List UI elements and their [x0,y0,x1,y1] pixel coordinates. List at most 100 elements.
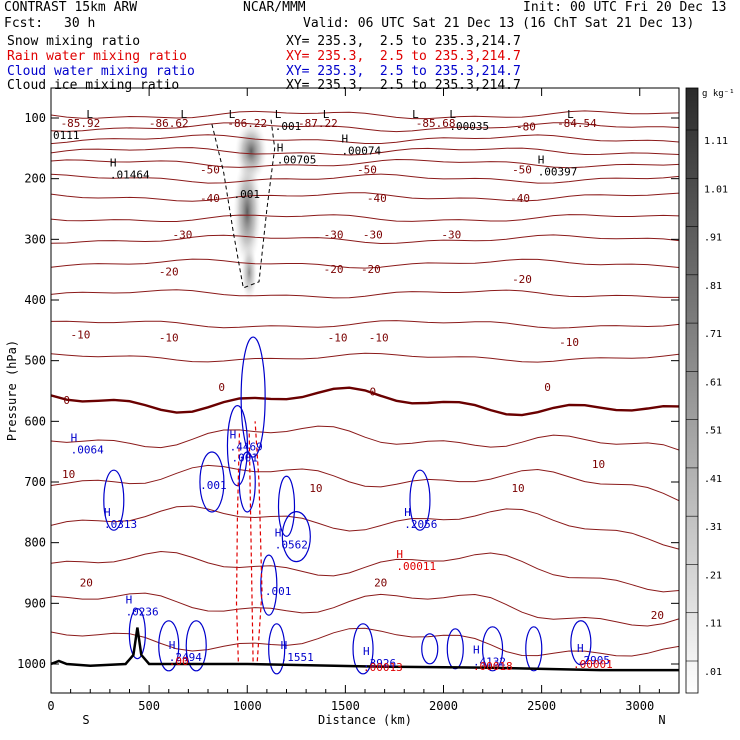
extremum-mark: H [473,644,480,657]
extremum-value: .0236 [126,605,159,618]
cloud-ice-contour [211,117,276,289]
extremum-mark: H [230,428,237,441]
cloud-water-contour [268,623,286,675]
isotherm-label: -86.22 [227,117,267,130]
cloud-water-contour [240,336,266,458]
isotherm-label: -50 [357,164,377,177]
extremum-value: .2494 [169,651,202,664]
isotherm-label: 10 [309,482,322,495]
extremum-value: .00035 [449,120,489,133]
fcst-value: 30 h [64,16,96,31]
isotherm-label: 10 [62,468,75,481]
extremum-value: .1551 [281,651,314,664]
rain-water-contour [248,433,254,665]
south-label: S [82,713,89,727]
isotherm-line [51,464,679,502]
y-tick-label: 200 [24,172,46,186]
isotherm-line [51,234,679,245]
isotherm-line [51,258,679,269]
isotherm-label: -40 [200,192,220,205]
extremum-value: .001 [232,452,258,465]
x-tick-label: 1000 [233,699,262,713]
isotherm-label: -40 [367,192,387,205]
colorbar-label: .91 [704,233,722,244]
extremum-value: .00001 [573,658,613,671]
y-tick-label: 700 [24,475,46,489]
y-tick-label: 100 [24,111,46,125]
extremum-mark: H [169,639,176,652]
isotherm-label: -10 [159,332,179,345]
isotherm-line [51,352,679,363]
isotherm-label: -50 [200,164,220,177]
extremum-mark: H [104,506,111,519]
colorbar-label: .41 [704,474,722,485]
isotherm-label: 20 [651,609,664,622]
isotherm-label: -30 [363,228,383,241]
cloud-water-contour [128,608,146,660]
colorbar-unit: g kg⁻¹ [702,89,735,99]
fcst-label: Fcst: [4,16,44,31]
extremum-mark: H [110,157,117,170]
extremum-value: 0111 [53,129,80,142]
isotherm-line [51,320,679,329]
field-snow-name: Snow mixing ratio [7,34,141,49]
cloud-water-contour [281,510,311,563]
field-cloudice-xy: XY= 235.3, 2.5 to 235.3,214.7 [286,78,521,93]
x-tick-label: 0 [47,699,54,713]
extremum-value: .001 [200,479,227,492]
colorbar-label: .81 [704,281,722,292]
cloud-water-contour [409,469,431,531]
isotherm-label: 10 [511,482,524,495]
colorbar-label: .01 [704,667,722,678]
isotherm-line [51,192,679,202]
cloud-water-contour [277,475,296,537]
extremum-mark: L [412,108,419,121]
isotherm-label: -20 [361,263,381,276]
cloud-water-contour [421,633,439,665]
extremum-mark: L [323,108,330,121]
extremum-value: .00397 [538,166,578,179]
extremum-mark: L [567,108,574,121]
x-axis-label: Distance (km) [318,713,412,727]
isotherm-line [51,425,679,451]
extremum-mark: H [71,431,78,444]
field-cloudice-name: Cloud ice mixing ratio [7,78,180,93]
isotherm-line [51,173,679,184]
cloud-water-contour [158,620,180,672]
extremum-value: .2056 [404,518,437,531]
terrain-surface [51,627,679,672]
extremum-mark: H [277,141,284,154]
isotherm-label: -20 [159,265,179,278]
extremum-value: .4469 [230,440,263,453]
cloud-water-contour [570,620,592,666]
extremum-mark: H [275,527,282,540]
field-rain-xy: XY= 235.3, 2.5 to 235.3,214.7 [286,49,521,64]
isotherm-label: -84.54 [557,117,597,130]
colorbar-label: .21 [704,570,722,581]
center-title: NCAR/MMM [243,0,306,15]
isotherm-label: -20 [512,273,532,286]
isotherm-line [51,505,679,550]
isotherm-line [51,147,679,156]
y-tick-label: 600 [24,414,46,428]
isotherm-label: -80 [516,120,536,133]
colorbar-label: .51 [704,426,722,437]
isotherm-line [51,550,679,593]
isotherm-line [51,214,679,222]
cloud-water-contour [260,554,278,616]
isotherm-label: 20 [80,577,93,590]
extremum-mark: H [396,548,403,561]
extremum-value: .2905 [577,654,610,667]
isotherm-label: -85.92 [61,117,101,130]
x-tick-label: 2500 [527,699,556,713]
isotherm-label: 20 [374,577,387,590]
extremum-value: .001 [234,188,261,201]
y-axis-label: Pressure (hPa) [5,340,19,441]
extremum-value: .00013 [363,661,403,674]
colorbar-label: .71 [704,329,722,340]
field-snow-xy: XY= 235.3, 2.5 to 235.3,214.7 [286,34,521,49]
isotherm-label: -30 [173,228,193,241]
y-tick-label: 300 [24,232,46,246]
isotherm-label: -30 [324,228,344,241]
